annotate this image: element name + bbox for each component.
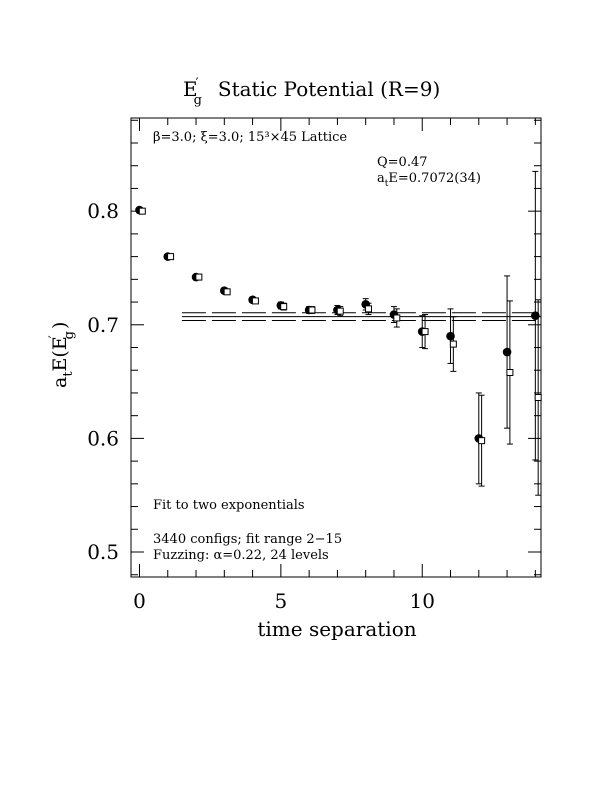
fit-energy-a: a: [377, 171, 385, 186]
x-tick-label: 10: [410, 589, 435, 613]
data-point: [478, 437, 486, 445]
y-tick-label: 0.6: [87, 426, 119, 450]
data-point: [138, 207, 146, 215]
data-point: [336, 307, 344, 315]
data-point: [308, 306, 316, 314]
lattice-annotation: β=3.0; ξ=3.0; 15³×45 Lattice: [153, 130, 347, 145]
data-point: [393, 314, 401, 322]
data-point: [167, 253, 175, 261]
fuzzing-annotation: Fuzzing: α=0.22, 24 levels: [153, 548, 329, 563]
data-point: [502, 347, 512, 357]
y-axis-label: atE(E′g): [47, 322, 77, 388]
data-points: [135, 170, 542, 496]
data-point: [280, 303, 288, 311]
x-tick-label: 0: [133, 589, 146, 613]
ylabel-sup: ′: [47, 335, 62, 338]
data-point: [506, 368, 514, 376]
fit-band: [181, 312, 541, 321]
series-1: [135, 170, 540, 485]
y-tick-label: 0.5: [87, 540, 119, 564]
fit-energy-sub: t: [385, 179, 389, 189]
configs-annotation: 3440 configs; fit range 2−15: [153, 532, 342, 547]
data-point: [195, 273, 203, 281]
data-point: [223, 288, 231, 296]
fit-type-annotation: Fit to two exponentials: [153, 498, 305, 513]
ylabel-pre: a: [49, 377, 71, 388]
q-annotation: Q=0.47: [377, 155, 428, 170]
y-tick-label: 0.8: [87, 199, 119, 223]
data-point: [531, 311, 540, 320]
fit-energy-rest: E=0.7072(34): [388, 171, 481, 186]
ticks-layer: 0 5 10 0.5 0.6 0.7 0.8: [87, 118, 541, 613]
data-point: [365, 305, 373, 313]
data-point: [449, 340, 457, 348]
chart-title: E′ g Static Potential (R=9): [183, 76, 440, 108]
x-axis-label: time separation: [257, 617, 416, 641]
title-main: E: [183, 77, 198, 101]
ylabel-pre-sub: t: [61, 371, 76, 377]
data-point: [421, 328, 429, 336]
title-rest: Static Potential (R=9): [218, 77, 440, 101]
data-point: [251, 297, 259, 305]
data-point: [534, 393, 542, 401]
y-tick-label: 0.7: [87, 313, 119, 337]
ylabel-sub: g: [62, 331, 77, 339]
x-tick-label: 5: [274, 589, 287, 613]
title-sup: ′: [196, 76, 199, 91]
fit-energy-annotation: atE=0.7072(34): [377, 171, 481, 189]
title-sub: g: [194, 93, 202, 108]
ylabel-mid: E(E: [49, 336, 71, 371]
series-2: [138, 207, 542, 496]
ylabel-post: ): [49, 322, 71, 329]
data-point: [446, 331, 455, 341]
